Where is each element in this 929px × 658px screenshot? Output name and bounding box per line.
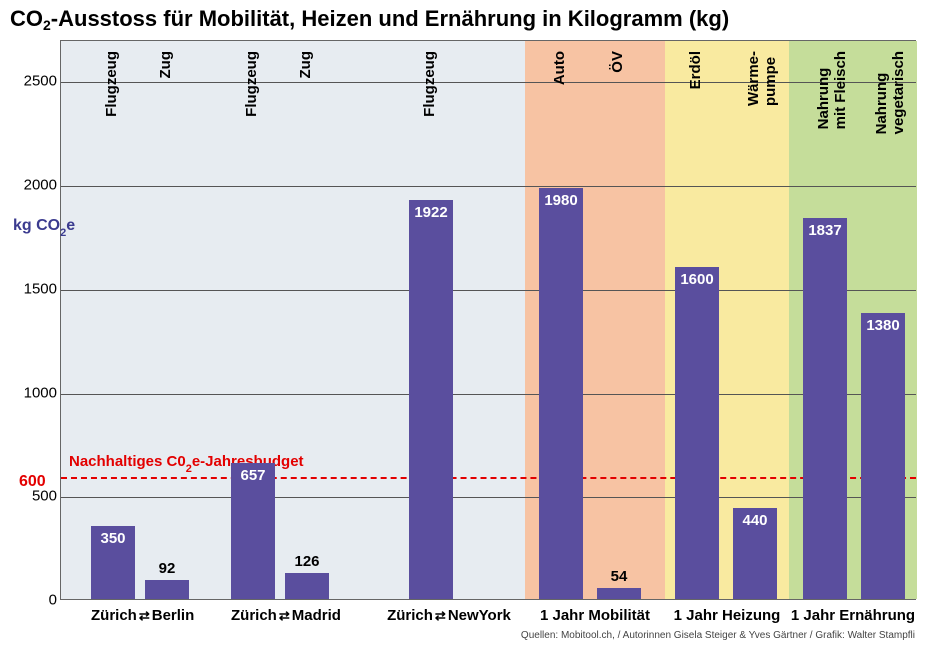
bar: 440	[733, 508, 777, 599]
y-tick-label: 2000	[7, 177, 57, 194]
bar-value: 1980	[539, 192, 583, 209]
bar-value: 1837	[803, 222, 847, 239]
group-label: Zürich⇄NewYork	[379, 607, 519, 624]
bar: 350	[91, 526, 135, 599]
chart-region	[61, 41, 525, 599]
bar-value: 54	[597, 568, 641, 585]
bar-top-label: Flugzeug	[103, 51, 120, 117]
bar-top-label: Nahrung mit Fleisch	[815, 51, 849, 129]
bar-value: 657	[231, 467, 275, 484]
y-tick-label: 2500	[7, 73, 57, 90]
source-text: Quellen: Mobitool.ch, / Autorinnen Gisel…	[521, 630, 915, 641]
bar-value: 1922	[409, 204, 453, 221]
bar: 1980	[539, 188, 583, 599]
bar-top-label: Flugzeug	[421, 51, 438, 117]
chart-area: kg CO2e Nachhaltiges C02e-Jahresbudget 6…	[60, 40, 916, 600]
bar-top-label: Auto	[551, 51, 568, 85]
bar: 92	[145, 580, 189, 599]
bar-top-label: ÖV	[609, 51, 626, 73]
bar-value: 350	[91, 530, 135, 547]
bar-top-label: Nahrung vegetarisch	[873, 51, 907, 134]
y-tick-label: 0	[7, 592, 57, 609]
group-label: Zürich⇄Madrid	[231, 607, 329, 624]
group-label: 1 Jahr Ernährung	[789, 607, 917, 624]
group-label: 1 Jahr Mobilität	[525, 607, 665, 624]
bar-top-label: Erdöl	[687, 51, 704, 89]
bar: 54	[597, 588, 641, 599]
y-tick-label: 500	[7, 488, 57, 505]
bar: 1600	[675, 267, 719, 599]
group-label: 1 Jahr Heizung	[665, 607, 789, 624]
group-label: Zürich⇄Berlin	[91, 607, 189, 624]
chart-title: CO2-Ausstoss für Mobilität, Heizen und E…	[10, 6, 729, 32]
bar: 657	[231, 463, 275, 599]
bar-top-label: Zug	[297, 51, 314, 79]
y-axis-label: kg CO2e	[13, 217, 75, 237]
bar-value: 126	[285, 553, 329, 570]
bar-top-label: Zug	[157, 51, 174, 79]
bar-top-label: Wärme- pumpe	[745, 51, 779, 106]
bar-value: 92	[145, 560, 189, 577]
bar: 126	[285, 573, 329, 599]
bar-top-label: Flugzeug	[243, 51, 260, 117]
bar-value: 1600	[675, 271, 719, 288]
y-tick-label: 1000	[7, 384, 57, 401]
bar: 1922	[409, 200, 453, 599]
bar: 1837	[803, 218, 847, 599]
bar: 1380	[861, 313, 905, 599]
budget-line	[61, 477, 916, 479]
bar-value: 440	[733, 512, 777, 529]
bar-value: 1380	[861, 317, 905, 334]
y-tick-label: 1500	[7, 280, 57, 297]
